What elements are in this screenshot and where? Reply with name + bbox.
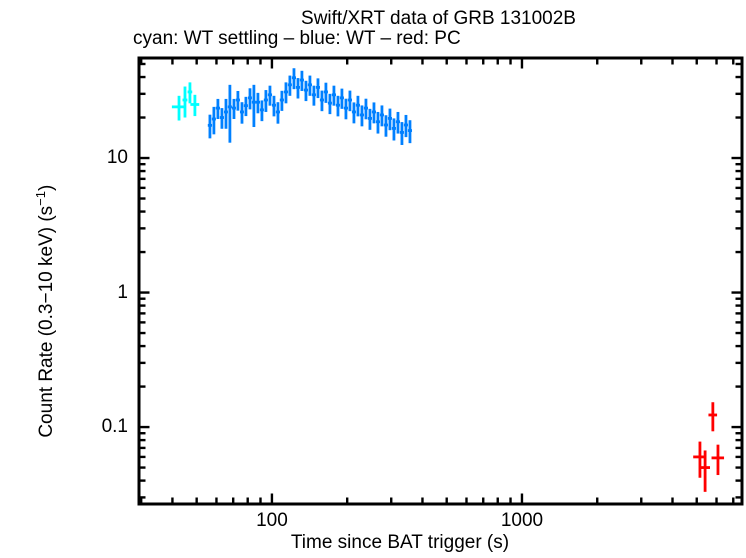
y-axis-label-close: ) bbox=[36, 184, 58, 192]
y-axis-label-main: Count Rate (0.3−10 keV) (s bbox=[36, 205, 58, 438]
y-axis-label-superscript: −1 bbox=[32, 191, 48, 206]
x-tick-label-100: 100 bbox=[256, 510, 288, 531]
plot-frame bbox=[137, 56, 744, 506]
y-tick-label-10: 10 bbox=[106, 147, 128, 169]
chart-legend-subtitle: cyan: WT settling – blue: WT – red: PC bbox=[133, 28, 461, 49]
y-tick-label-0.1: 0.1 bbox=[101, 416, 128, 438]
chart-title: Swift/XRT data of GRB 131002B bbox=[301, 8, 576, 29]
y-tick-label-1: 1 bbox=[117, 281, 128, 303]
x-tick-label-1000: 1000 bbox=[500, 510, 544, 531]
x-axis-label: Time since BAT trigger (s) bbox=[290, 532, 510, 553]
